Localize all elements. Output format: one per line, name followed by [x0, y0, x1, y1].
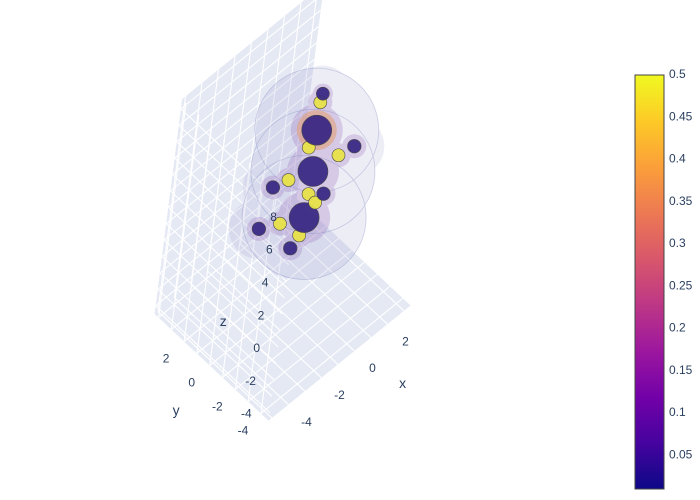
z-tick-label: 4	[262, 275, 269, 289]
colorbar-tick-label: 0.3	[669, 236, 686, 250]
colorbar-tick-label: 0.4	[669, 152, 686, 166]
y-tick-label: 2	[163, 352, 170, 366]
colorbar-tick-label: 0.45	[669, 109, 693, 123]
atom-marker	[298, 156, 328, 186]
z-axis-title: z	[220, 313, 227, 329]
scene-3d: 8 6 4 2 0 -2 -4 -4 -2 0 2 -4 -2 0 2 z y x	[155, 0, 411, 438]
atom-marker	[317, 187, 331, 201]
x-tick-label: 0	[369, 361, 376, 375]
y-tick-label: 0	[188, 376, 195, 390]
x-tick-label: -2	[334, 388, 345, 402]
x-tick-label: -4	[301, 415, 312, 429]
atom-marker	[283, 242, 297, 256]
atom-marker	[266, 181, 280, 195]
z-tick-label: -2	[245, 374, 256, 388]
colorbar: 0.5 0.45 0.4 0.35 0.3 0.25 0.2 0.15 0.1 0.05	[635, 67, 693, 489]
x-tick-label: 2	[402, 334, 409, 348]
x-axis-title: x	[399, 375, 406, 391]
z-tick-label: -4	[241, 407, 252, 421]
colorbar-bar	[635, 75, 664, 489]
z-tick-label: 8	[270, 210, 277, 224]
atom-marker	[316, 87, 329, 100]
colorbar-tick-label: 0.05	[669, 447, 693, 461]
colorbar-tick-label: 0.5	[669, 67, 686, 81]
atom-marker	[348, 139, 362, 153]
z-tick-label: 2	[258, 308, 265, 322]
colorbar-tick-label: 0.1	[669, 405, 686, 419]
z-tick-label: 6	[266, 243, 273, 257]
z-tick-label: 0	[253, 341, 260, 355]
atom-marker	[252, 222, 266, 236]
y-tick-label: -2	[212, 400, 223, 414]
y-tick-label: -4	[238, 424, 249, 438]
colorbar-tick-label: 0.35	[669, 194, 693, 208]
colorbar-tick-label: 0.15	[669, 363, 693, 377]
colorbar-tick-label: 0.25	[669, 278, 693, 292]
atom-marker	[302, 115, 332, 145]
colorbar-tick-label: 0.2	[669, 321, 686, 335]
y-axis-title: y	[173, 402, 180, 418]
atom-marker	[332, 149, 345, 162]
atom-marker	[282, 174, 295, 187]
